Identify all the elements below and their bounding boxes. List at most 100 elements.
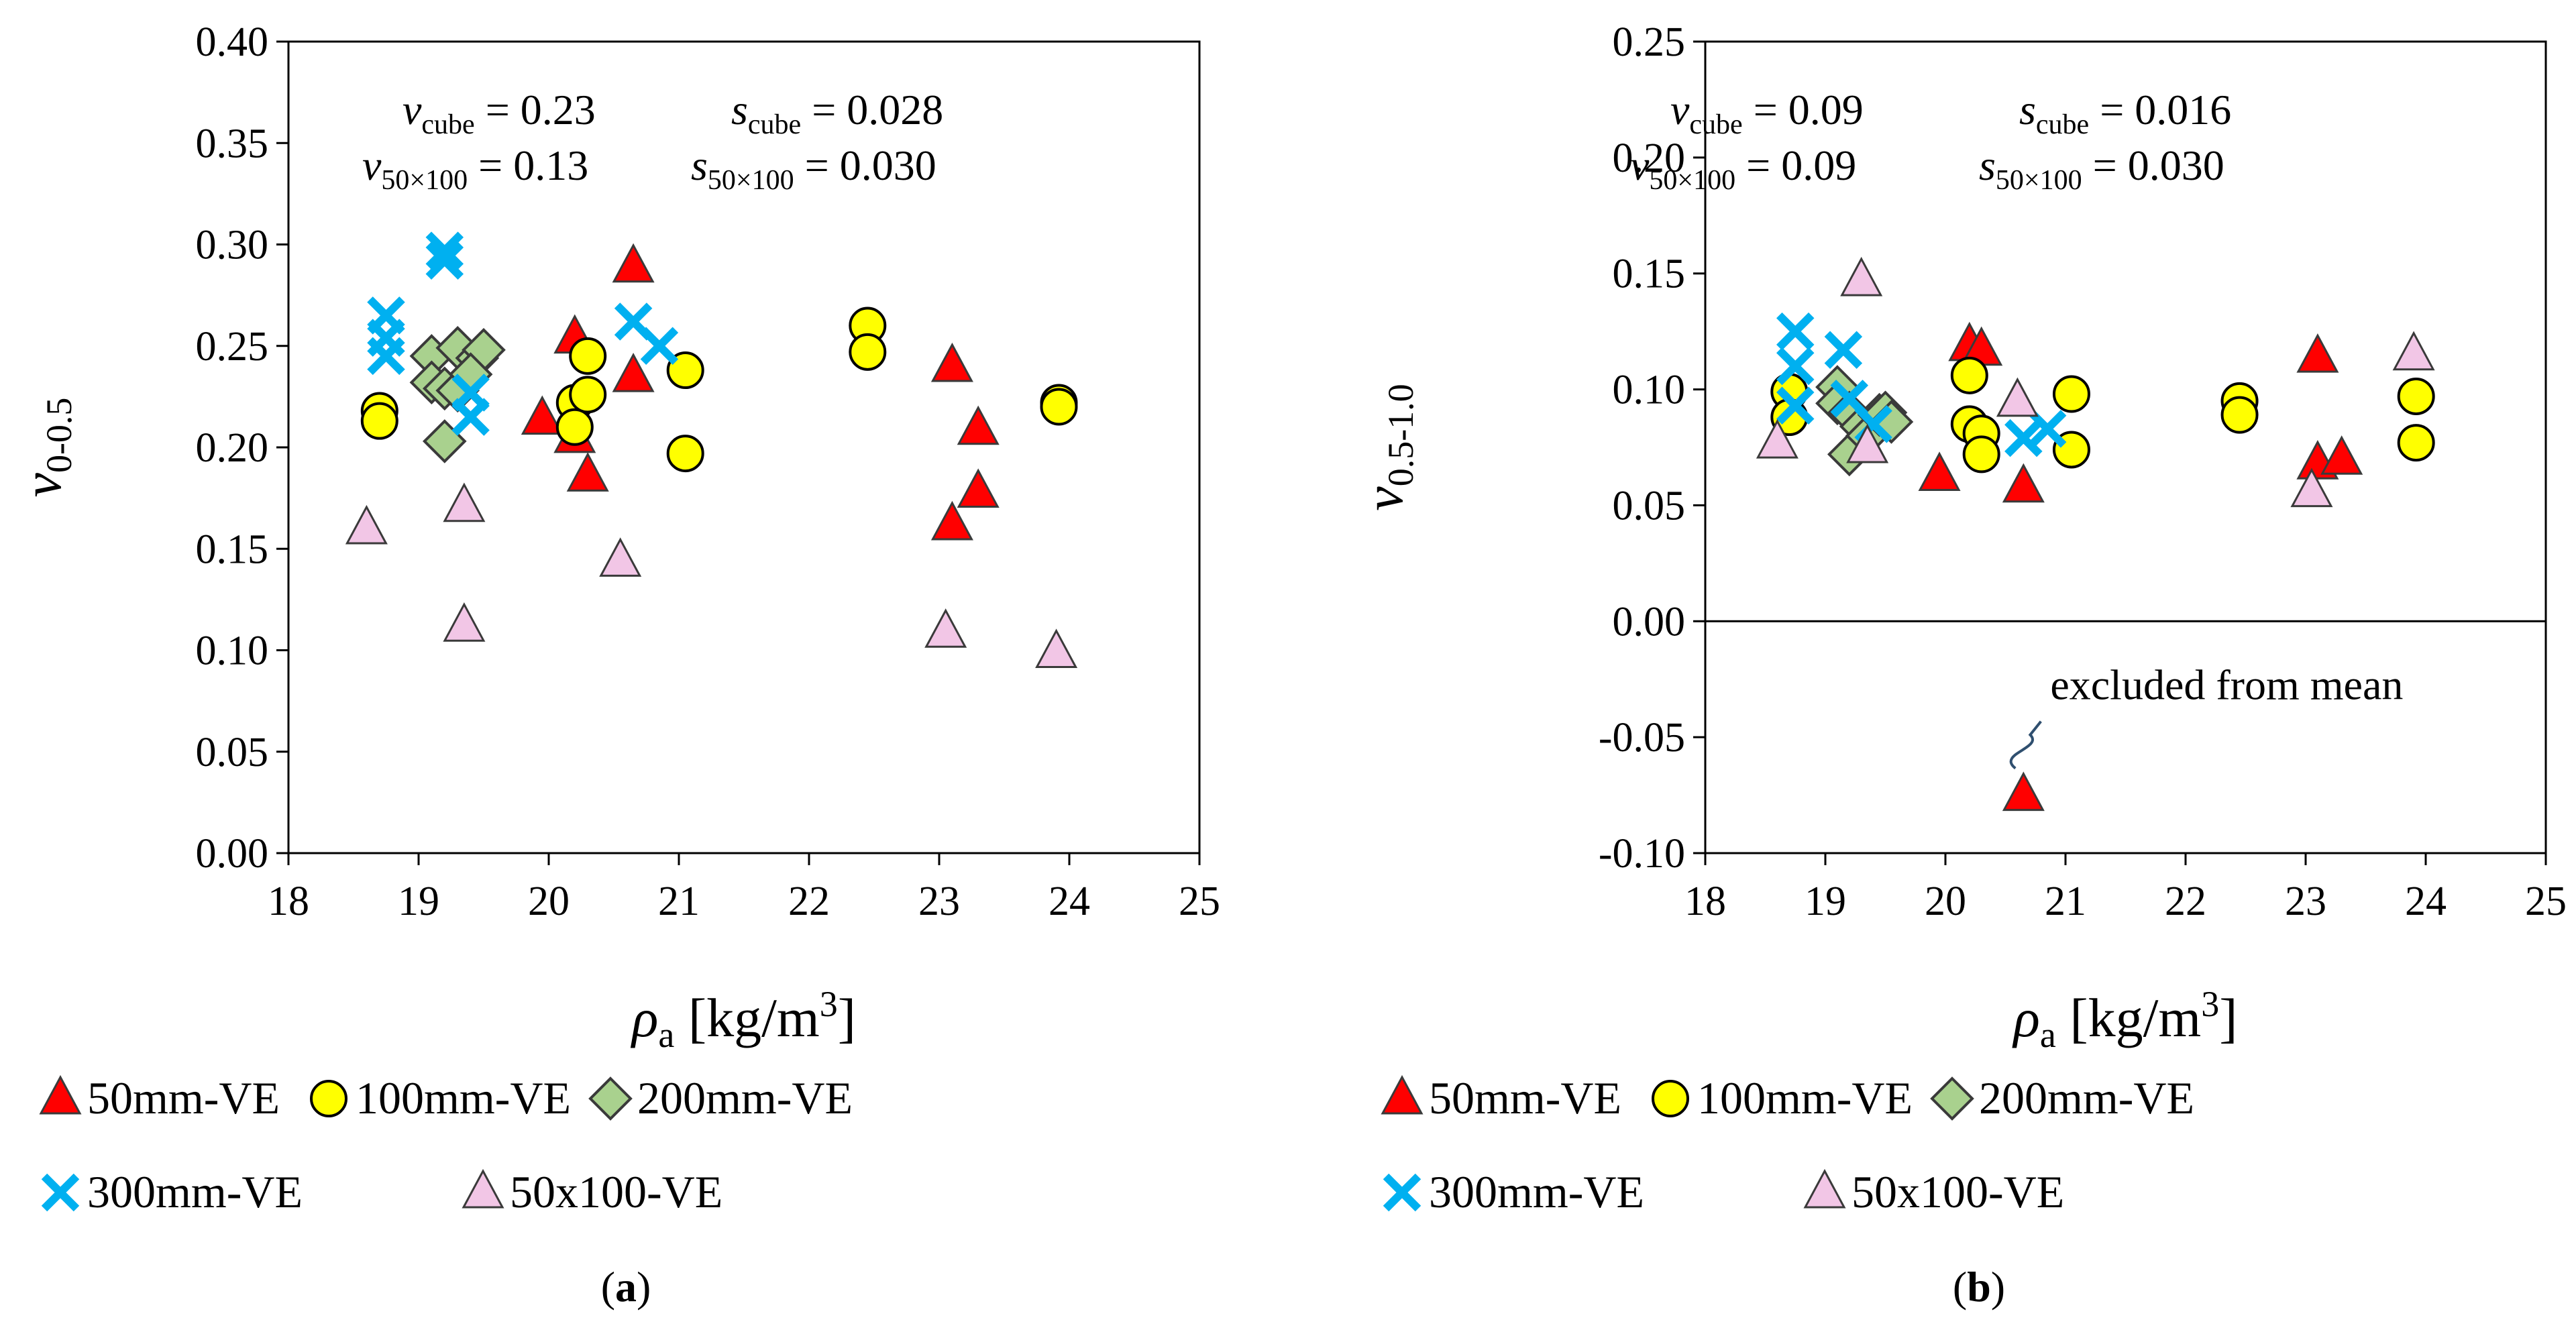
y-axis-label-symbol: v: [1353, 486, 1414, 511]
x-tick-label: 22: [788, 879, 830, 924]
x-tick-label: 18: [268, 879, 309, 924]
legend-marker: [1932, 1078, 1972, 1119]
x-axis-label: ρa [kg/m3]: [630, 984, 856, 1055]
plot-frame: [288, 42, 1199, 853]
legend-label: 100mm-VE: [1697, 1072, 1913, 1123]
legend-label: 50mm-VE: [87, 1072, 280, 1123]
y-tick-label: 0.15: [1613, 252, 1686, 297]
data-point-50mm-VE: [932, 345, 971, 381]
data-point-50mm-VE: [2004, 774, 2043, 810]
data-point-50mm-VE: [614, 245, 653, 282]
panel-label-letter: a: [615, 1263, 637, 1311]
legend-item: 300mm-VE: [1386, 1166, 1644, 1217]
y-axis-label-subscript: 0-0.5: [39, 398, 79, 473]
data-point-50mm-VE: [2298, 335, 2337, 372]
legend-item: 200mm-VE: [590, 1072, 853, 1123]
annotation-value: = 0.030: [794, 142, 936, 189]
series-50x100-VE: [347, 485, 1075, 667]
legend-marker: [41, 1077, 80, 1113]
x-tick-label: 25: [2525, 879, 2567, 924]
annotation-s-50x100: s50×100 = 0.030: [691, 142, 936, 196]
y-axis-label-subscript: 0.5-1.0: [1381, 384, 1421, 486]
data-point-100mm-VE: [2054, 376, 2089, 411]
y-tick-label: 0.10: [1613, 368, 1686, 413]
annotation-v-cube: vcube = 0.23: [402, 86, 596, 140]
x-axis-label-close: ]: [2219, 987, 2237, 1048]
legend-item: 100mm-VE: [311, 1072, 571, 1123]
panel-label-letter: b: [1967, 1263, 1991, 1311]
legend-label: 200mm-VE: [637, 1072, 853, 1123]
panel-label-open: (: [601, 1263, 615, 1311]
legend-marker: [590, 1078, 631, 1119]
legend-marker: [311, 1081, 346, 1116]
y-tick-label: 0.35: [196, 121, 269, 166]
data-point-50mm-VE: [2004, 465, 2043, 502]
x-axis-label-superscript: 3: [2201, 984, 2219, 1024]
x-tick-label: 24: [2405, 879, 2447, 924]
legend-label: 50mm-VE: [1429, 1072, 1621, 1123]
legend-item: 50x100-VE: [1805, 1166, 2064, 1217]
x-tick-label: 25: [1179, 879, 1220, 924]
x-tick-label: 24: [1049, 879, 1090, 924]
data-point-100mm-VE: [2222, 398, 2257, 433]
data-point-50x100-VE: [445, 604, 484, 641]
y-tick-label: 0.40: [196, 19, 269, 65]
excluded-callout-line: [2011, 722, 2041, 769]
annotation-s-50x100: s50×100 = 0.030: [1979, 142, 2224, 196]
x-axis-label-unit: [kg/m: [674, 987, 819, 1048]
data-point-50mm-VE: [1920, 453, 1959, 490]
data-point-300mm-VE: [455, 401, 487, 433]
data-point-50mm-VE: [959, 471, 998, 507]
annotation-value: = 0.030: [2082, 142, 2224, 189]
annotation-value: = 0.23: [475, 86, 596, 133]
annotation-subscript: cube: [748, 109, 801, 140]
legend-marker: [44, 1176, 76, 1209]
y-tick-label: 0.15: [196, 526, 269, 572]
data-point-100mm-VE: [668, 436, 703, 471]
y-tick-label: 0.30: [196, 223, 269, 268]
x-axis-label-symbol: ρ: [2011, 987, 2039, 1048]
y-tick-label: 0.00: [196, 831, 269, 877]
data-point-100mm-VE: [2399, 425, 2434, 460]
data-point-50mm-VE: [568, 454, 607, 490]
legend-marker: [1383, 1077, 1421, 1113]
legend-item: 100mm-VE: [1653, 1072, 1913, 1123]
data-point-50x100-VE: [1037, 631, 1076, 667]
x-tick-label: 18: [1684, 879, 1726, 924]
legend-label: 100mm-VE: [356, 1072, 571, 1123]
annotation-symbol: v: [1670, 86, 1690, 133]
legend-item: 50mm-VE: [41, 1072, 280, 1123]
y-axis-label: v0-0.5: [11, 398, 79, 498]
legend-item: 50x100-VE: [464, 1166, 722, 1217]
annotation-value: = 0.09: [1743, 86, 1864, 133]
annotation-v-50x100: v50×100 = 0.13: [362, 142, 588, 196]
annotation-subscript: 50×100: [381, 165, 468, 196]
legend-marker: [1805, 1171, 1844, 1207]
data-point-50x100-VE: [1842, 259, 1881, 295]
y-axis-label-symbol: v: [11, 472, 72, 497]
annotation-value: = 0.016: [2089, 86, 2231, 133]
data-point-50mm-VE: [959, 408, 998, 444]
annotation-symbol: s: [731, 86, 748, 133]
data-point-50mm-VE: [523, 398, 561, 434]
data-point-50x100-VE: [1998, 380, 2037, 416]
data-point-100mm-VE: [1952, 358, 1987, 393]
y-tick-label: 0.05: [196, 730, 269, 775]
y-axis-label: v0.5-1.0: [1353, 384, 1421, 510]
data-point-300mm-VE: [370, 340, 402, 372]
x-tick-label: 19: [1805, 879, 1846, 924]
data-point-300mm-VE: [1827, 334, 1860, 366]
annotation-subscript: 50×100: [708, 165, 794, 196]
data-point-100mm-VE: [850, 335, 885, 370]
data-point-50mm-VE: [2322, 437, 2361, 474]
data-point-50x100-VE: [601, 539, 640, 575]
chart-panel-2: 18 19 20 21 22 23 24 25-0.10-0.050.000.050.100.…: [1353, 19, 2567, 1311]
x-tick-label: 21: [658, 879, 700, 924]
annotation-symbol: s: [1979, 142, 1996, 189]
x-tick-label: 19: [398, 879, 439, 924]
annotation-v-cube: vcube = 0.09: [1670, 86, 1864, 140]
annotation-subscript: cube: [421, 109, 474, 140]
legend-label: 300mm-VE: [87, 1166, 303, 1217]
annotation-subscript: 50×100: [1649, 165, 1735, 196]
legend-label: 300mm-VE: [1429, 1166, 1644, 1217]
